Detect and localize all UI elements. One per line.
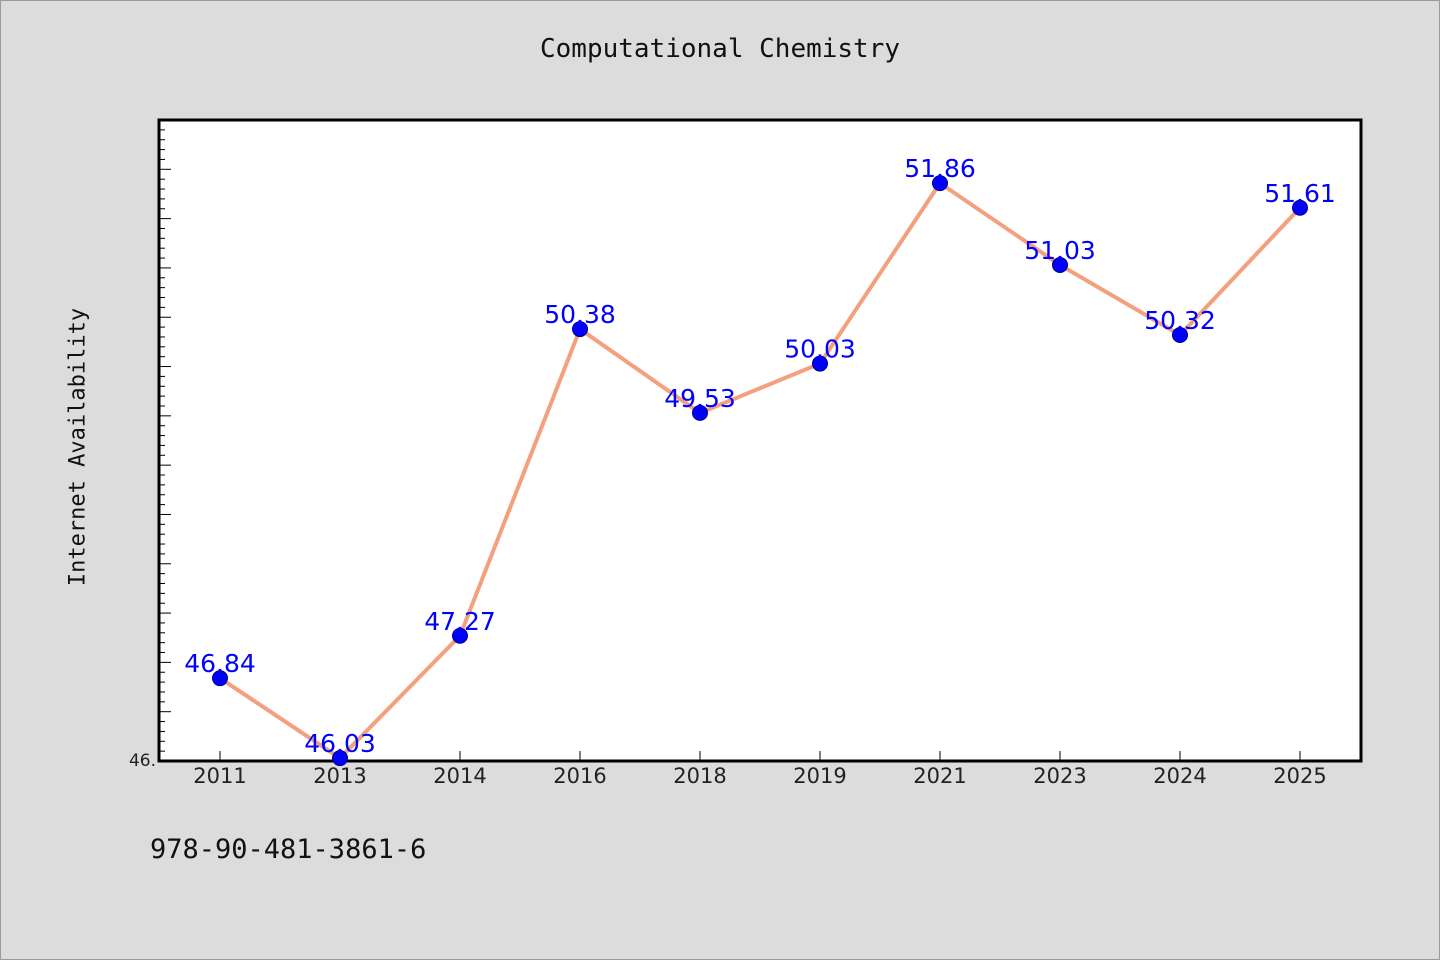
y-tick-label: 46. — [129, 751, 156, 771]
data-point — [332, 750, 348, 767]
series-markers — [212, 175, 1308, 767]
x-tick-label: 2024 — [1153, 764, 1206, 788]
data-point — [932, 175, 948, 192]
footer-code: 978-90-481-3861-6 — [150, 834, 427, 865]
x-tick-label: 2016 — [553, 764, 606, 788]
data-point — [572, 321, 588, 338]
data-point — [692, 404, 708, 421]
data-label: 51.03 — [1024, 236, 1096, 265]
x-axis-ticks: 2011 2013 2014 2016 2018 2019 2021 2023 2024 2025 — [193, 751, 1327, 788]
chart-title: Computational Chemistry — [539, 34, 901, 64]
plot-area — [157, 118, 1363, 763]
data-label: 51.86 — [904, 154, 976, 183]
data-label: 50.38 — [544, 300, 616, 329]
data-label: 51.61 — [1264, 179, 1336, 208]
data-point — [1172, 326, 1188, 343]
x-tick-label: 2013 — [313, 764, 366, 788]
series-line — [218, 181, 1302, 761]
y-axis-ticks — [159, 119, 171, 762]
data-label: 46.03 — [304, 729, 376, 758]
data-labels: 46.84 46.03 47.27 50.38 49.53 50.03 51.86 51.03… — [184, 154, 1336, 758]
data-label: 46.84 — [184, 649, 256, 678]
data-point — [212, 670, 228, 687]
x-tick-label: 2025 — [1273, 764, 1326, 788]
data-point — [812, 355, 828, 372]
x-tick-label: 2021 — [913, 764, 966, 788]
x-tick-label: 2023 — [1033, 764, 1086, 788]
x-tick-label: 2018 — [673, 764, 726, 788]
data-label: 50.03 — [784, 335, 856, 364]
data-label: 47.27 — [424, 607, 496, 636]
data-point — [452, 627, 468, 644]
data-point — [1292, 199, 1308, 216]
data-point — [1052, 256, 1068, 273]
data-label: 49.53 — [664, 384, 736, 413]
x-tick-label: 2019 — [793, 764, 846, 788]
x-tick-label: 2014 — [433, 764, 486, 788]
data-label: 50.32 — [1144, 306, 1216, 335]
x-tick-label: 2011 — [193, 764, 246, 788]
